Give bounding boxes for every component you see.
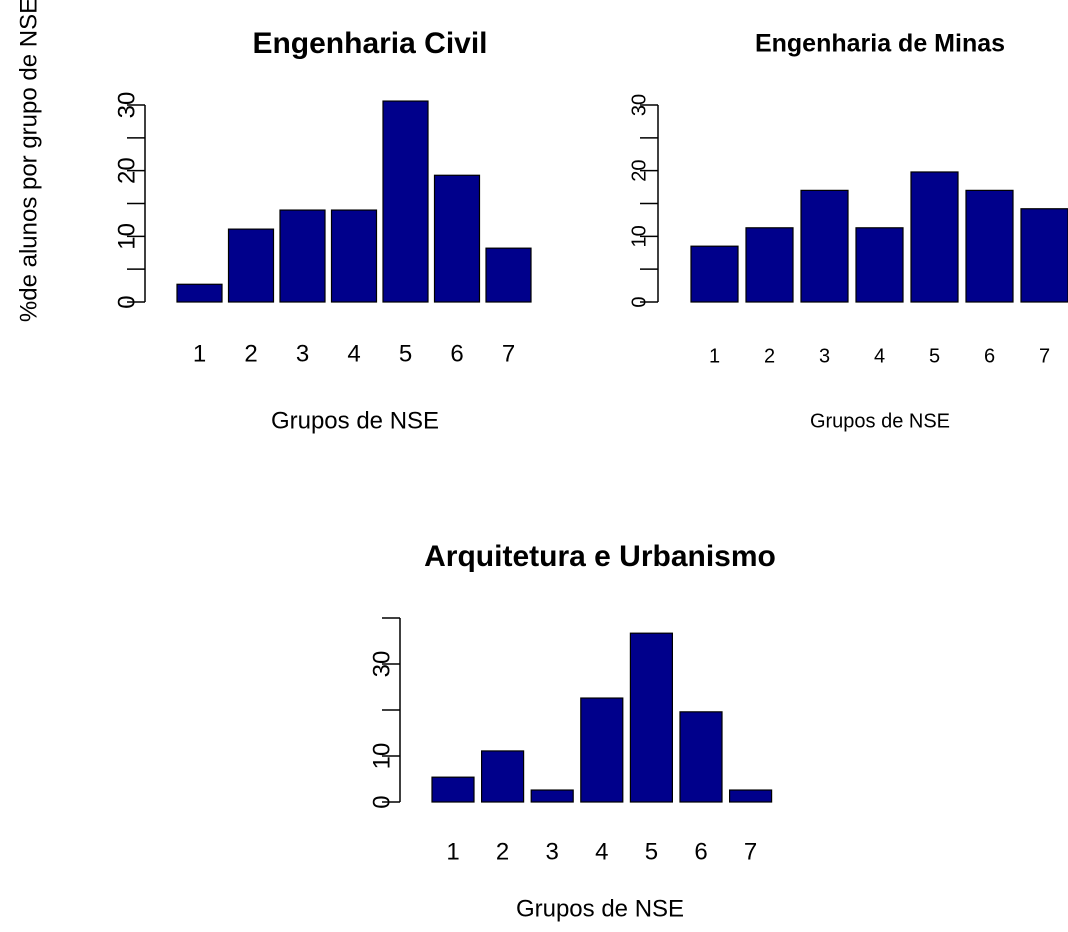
y-tick-label: 0: [628, 296, 650, 307]
y-tick-label: 0: [368, 795, 395, 808]
bar: [800, 189, 849, 303]
bar: [485, 247, 532, 303]
bar: [855, 227, 904, 303]
y-axis-label: %de alunos por grupo de NSE: [15, 0, 42, 322]
bar: [965, 189, 1014, 303]
y-tick-label: 30: [628, 94, 650, 116]
x-tick-label: 6: [450, 340, 463, 367]
bar: [433, 174, 481, 303]
x-tick-label: 2: [244, 340, 257, 367]
y-tick-label: 20: [113, 157, 140, 184]
y-tick-label: 10: [113, 223, 140, 250]
bar: [481, 750, 525, 803]
bar: [382, 100, 429, 303]
bar: [629, 632, 674, 803]
bar: [1020, 208, 1068, 303]
bar: [431, 776, 475, 803]
x-tick-label: 1: [709, 345, 720, 367]
bar: [745, 227, 794, 303]
x-tick-label: 5: [929, 345, 940, 367]
y-tick-label: 30: [368, 651, 395, 678]
x-tick-label: 3: [819, 345, 830, 367]
y-tick-label: 30: [113, 92, 140, 119]
x-tick-label: 7: [502, 340, 515, 367]
y-tick-label: 20: [628, 160, 650, 182]
y-tick-label: 0: [113, 295, 140, 308]
bar: [279, 209, 326, 303]
x-tick-label: 4: [874, 345, 885, 367]
x-tick-label: 3: [296, 340, 309, 367]
bar: [176, 283, 223, 303]
x-tick-label: 3: [546, 838, 559, 865]
x-tick-label: 7: [1039, 345, 1050, 367]
x-tick-label: 4: [347, 340, 360, 367]
y-tick-label: 10: [368, 743, 395, 770]
bar: [910, 171, 959, 303]
chart-title: Arquitetura e Urbanismo: [424, 540, 776, 573]
chart-title: Engenharia de Minas: [755, 30, 1005, 58]
x-tick-label: 4: [595, 838, 608, 865]
x-tick-label: 7: [744, 838, 757, 865]
bar: [227, 228, 275, 303]
bar: [330, 209, 378, 303]
bar: [690, 245, 739, 303]
x-tick-label: 5: [399, 340, 412, 367]
x-tick-label: 1: [446, 838, 459, 865]
x-axis-label: Grupos de NSE: [271, 407, 439, 434]
x-tick-label: 1: [193, 340, 206, 367]
x-axis-label: Grupos de NSE: [516, 895, 684, 922]
x-tick-label: 6: [694, 838, 707, 865]
bar: [728, 789, 773, 803]
x-tick-label: 2: [496, 838, 509, 865]
y-tick-label: 10: [628, 225, 650, 247]
bar: [530, 789, 574, 803]
x-tick-label: 5: [645, 838, 658, 865]
x-axis-label: Grupos de NSE: [810, 410, 950, 432]
bar: [679, 711, 723, 803]
x-tick-label: 6: [984, 345, 995, 367]
chart-title: Engenharia Civil: [252, 27, 487, 60]
x-tick-label: 2: [764, 345, 775, 367]
bar: [580, 697, 624, 803]
